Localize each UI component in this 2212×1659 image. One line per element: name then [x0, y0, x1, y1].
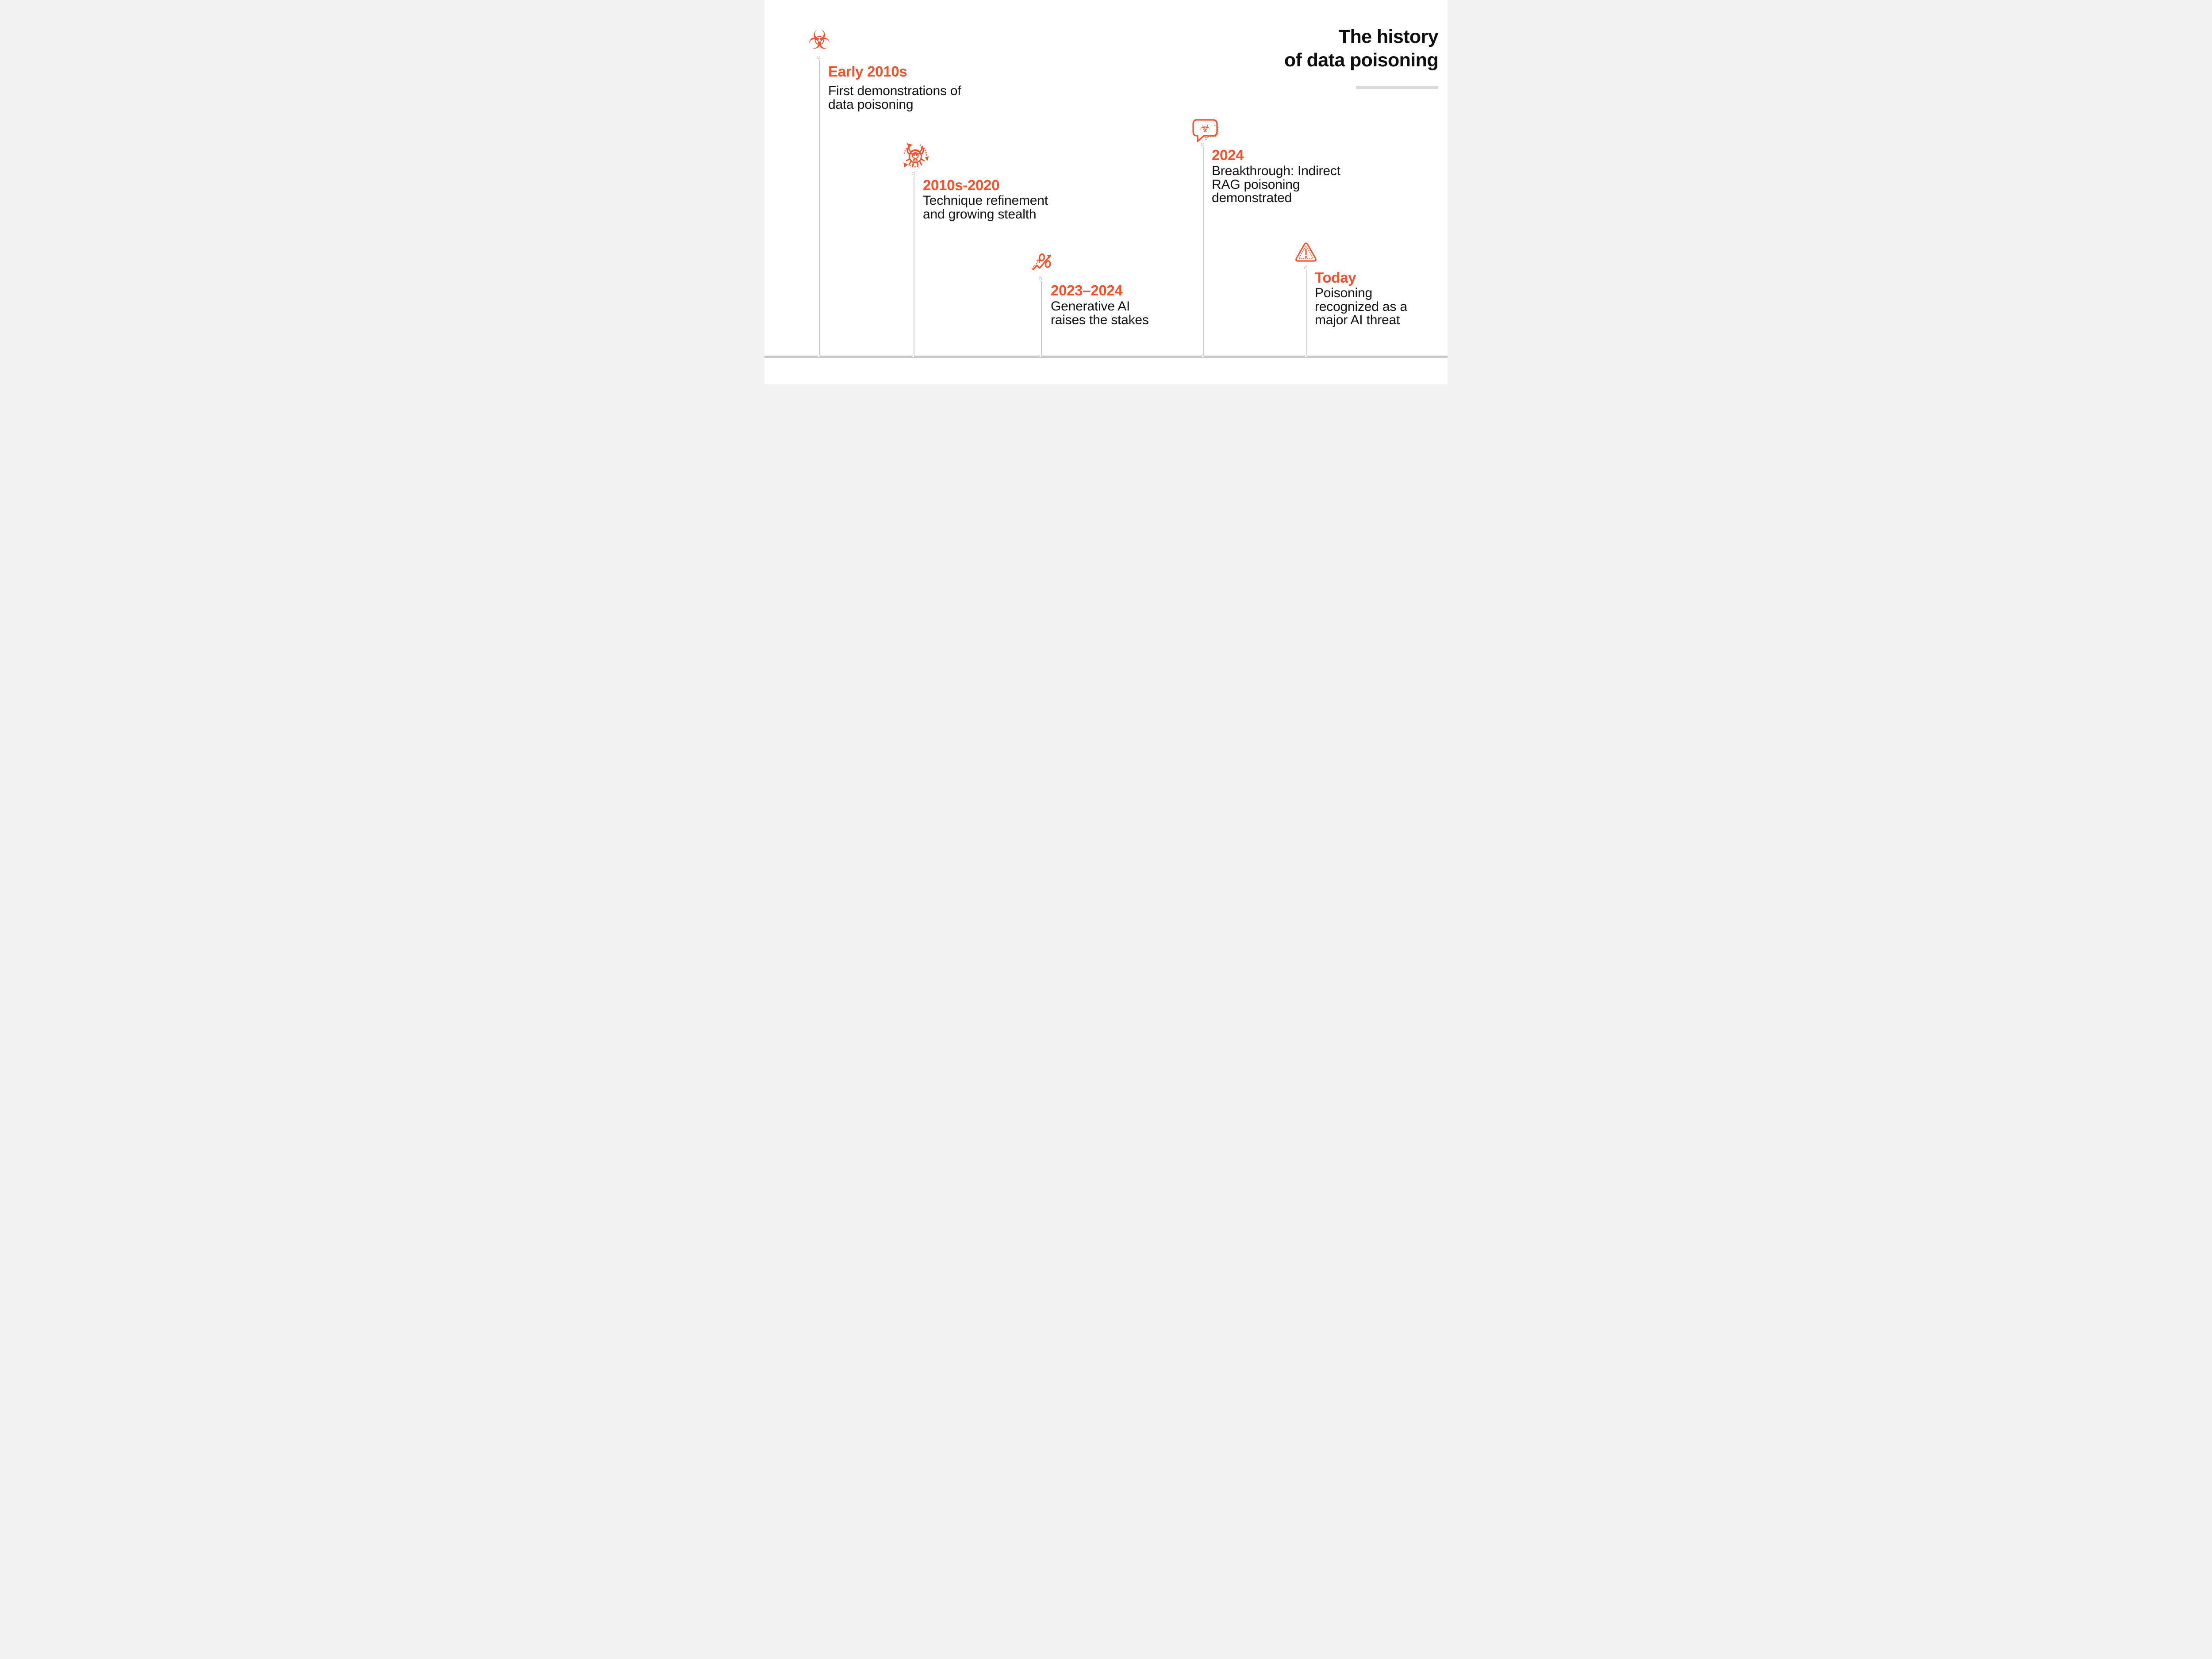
milestone-date: 2010s-2020: [923, 177, 1000, 193]
biohazard-chat-bubble-icon: ☣: [1192, 119, 1219, 142]
timeline-baseline: [764, 356, 1448, 358]
milestone-node-top: [817, 56, 820, 59]
warning-triangle-icon: [1295, 242, 1317, 262]
biohazard-icon: ☣: [808, 25, 831, 55]
milestone-date: Early 2010s: [828, 63, 907, 80]
milestone-date: 2024: [1212, 147, 1244, 163]
title-underline-rule: [1356, 86, 1438, 89]
milestone-node-bottom: [1201, 355, 1204, 358]
milestone-node-top: [1039, 277, 1042, 280]
page-title: The history of data poisoning: [1284, 26, 1439, 71]
milestone-date: Today: [1315, 269, 1356, 286]
milestone-node-bottom: [1039, 355, 1042, 358]
timeline-canvas: The history of data poisoning ☣ Early 20…: [764, 0, 1448, 384]
milestone-node-top: [911, 172, 915, 175]
milestone-description: Poisoning recognized as a major AI threa…: [1315, 286, 1407, 327]
milestone-stem: [1306, 270, 1307, 357]
milestone-date: 2023–2024: [1051, 282, 1123, 299]
milestone-description: Technique refinement and growing stealth: [923, 193, 1048, 222]
milestone-node-bottom: [911, 355, 915, 358]
biohazard-glyph: ☣: [1200, 122, 1210, 135]
milestone-stem: [819, 60, 820, 357]
milestone-node-bottom: [817, 355, 820, 358]
milestone-stem: [1041, 281, 1042, 357]
milestone-stem: [1203, 147, 1204, 357]
rising-percentage-icon: [1031, 253, 1051, 270]
milestone-node-top: [1304, 266, 1307, 269]
milestone-node-top: [1201, 143, 1204, 146]
milestone-node-bottom: [1304, 355, 1307, 358]
milestone-description: Breakthrough: Indirect RAG poisoning dem…: [1212, 164, 1340, 205]
milestone-description: First demonstrations of data poisoning: [828, 84, 961, 112]
milestone-description: Generative AI raises the stakes: [1051, 299, 1149, 327]
poison-bot-cycle-icon: [903, 143, 929, 168]
